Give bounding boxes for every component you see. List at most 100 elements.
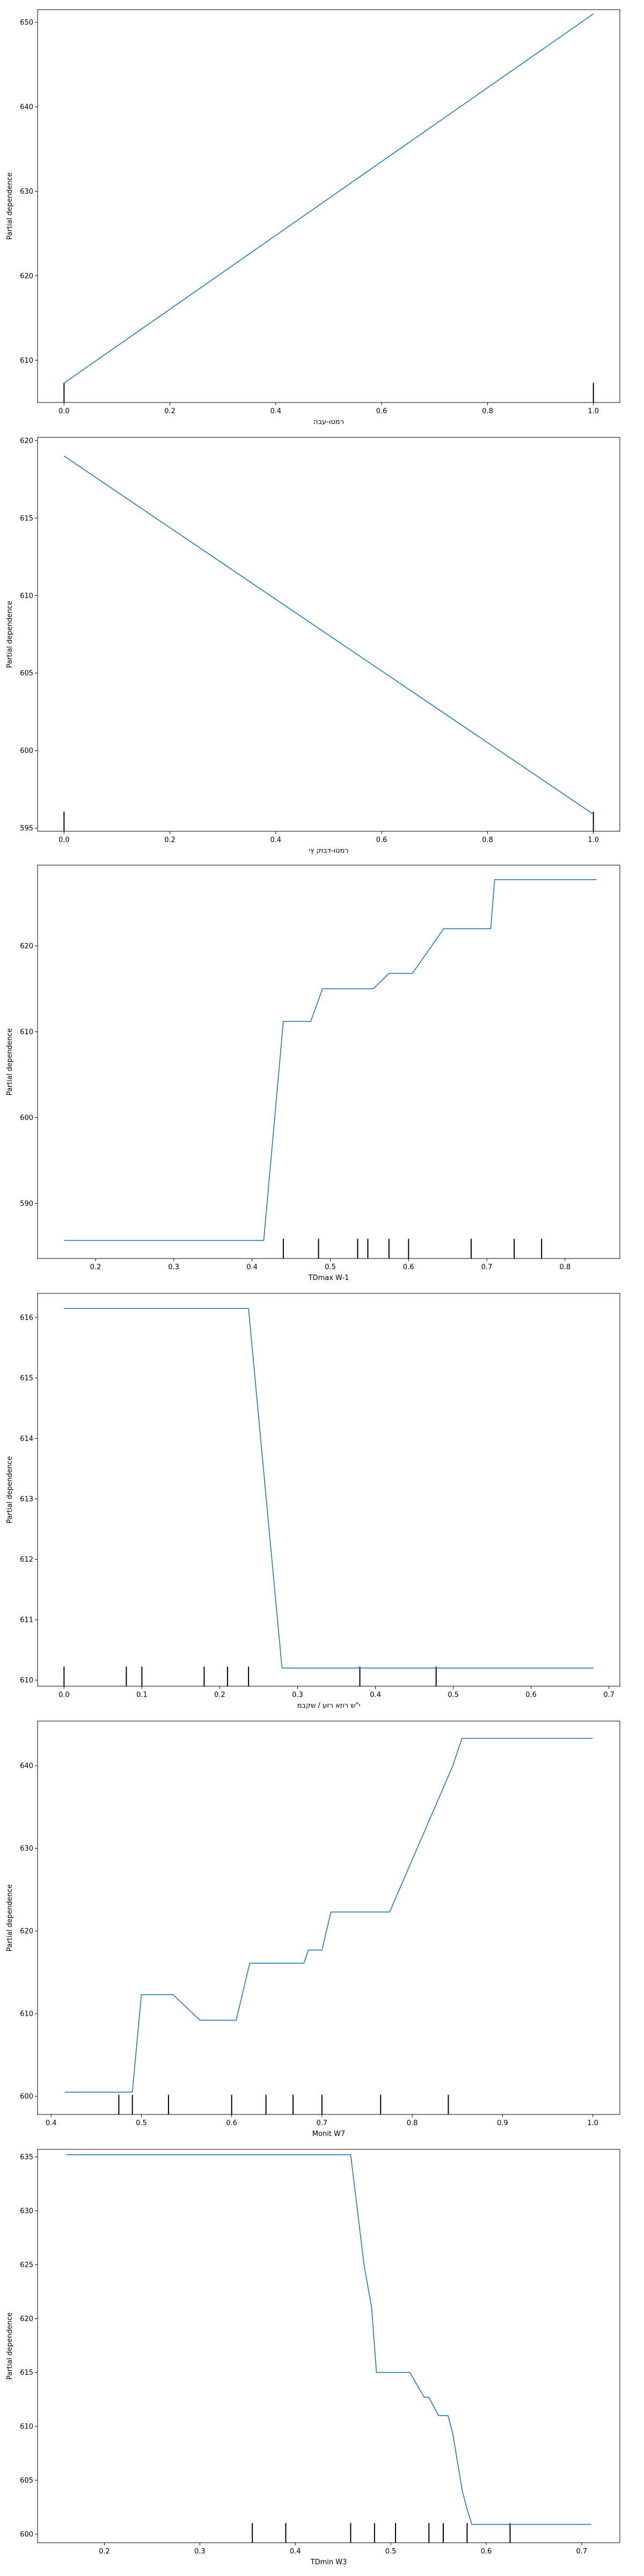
- x-tick-label: 0.8: [560, 1263, 571, 1271]
- y-tick-label: 612: [20, 1556, 33, 1564]
- pd-panel-4: 0.0 0.1 0.2 0.3 0.4 0.5 0.6 0.7 610 611 612 613 614 6…: [6, 1293, 620, 1710]
- y-tick-label: 614: [20, 1435, 33, 1443]
- y-axis-label: Partial dependence: [6, 1884, 14, 1951]
- y-tick-label: 610: [20, 357, 33, 365]
- y-tick-label: 630: [20, 1845, 33, 1853]
- y-tick-label: 615: [20, 2369, 33, 2377]
- y-tick-label: 610: [20, 2010, 33, 2018]
- y-tick-label: 630: [20, 188, 33, 196]
- x-tick-label: 0.3: [194, 2548, 206, 2556]
- x-axis-label: TDmin W3: [310, 2558, 347, 2566]
- x-tick-label: 0.7: [481, 1263, 493, 1271]
- y-tick-label: 620: [20, 437, 33, 445]
- y-tick-label: 600: [20, 2093, 33, 2101]
- x-axis-label: Monit W7: [312, 2130, 345, 2138]
- y-axis-label: Partial dependence: [6, 172, 14, 239]
- y-tick-label: 615: [20, 1374, 33, 1382]
- y-tick-label: 650: [20, 19, 33, 27]
- x-tick-label: 1.0: [588, 836, 599, 844]
- x-tick-label: 0.1: [136, 1691, 148, 1699]
- x-tick-label: 0.0: [58, 407, 70, 415]
- y-tick-label: 635: [20, 2154, 33, 2162]
- x-tick-label: 0.0: [58, 1691, 70, 1699]
- x-tick-label: 0.2: [164, 836, 175, 844]
- x-tick-label: 0.6: [376, 407, 387, 415]
- axes-frame: [37, 865, 620, 1259]
- x-axis-label: רמטו-עבה: [313, 418, 344, 426]
- x-tick-label: 0.4: [46, 2119, 57, 2127]
- y-axis-label: Partial dependence: [6, 1028, 14, 1095]
- x-tick-label: 0.7: [576, 2548, 588, 2556]
- axes-frame: [37, 2149, 620, 2543]
- x-tick-label: 0.8: [482, 836, 493, 844]
- x-tick-label: 0.4: [270, 407, 282, 415]
- x-tick-label: 0.6: [403, 1263, 414, 1271]
- axes-frame: [37, 1293, 620, 1687]
- y-tick-label: 620: [20, 272, 33, 280]
- x-axis-label: רמטו-דבוק ץי: [309, 847, 348, 855]
- x-tick-label: 0.0: [58, 836, 70, 844]
- y-tick-label: 610: [20, 1028, 33, 1036]
- x-tick-label: 0.6: [481, 2548, 492, 2556]
- x-tick-label: 0.2: [90, 1263, 101, 1271]
- pd-line: [63, 13, 594, 384]
- axes-frame: [37, 1721, 620, 2115]
- x-tick-label: 0.6: [525, 1691, 537, 1699]
- x-tick-label: 0.4: [270, 836, 282, 844]
- y-tick-label: 620: [20, 942, 33, 950]
- y-tick-label: 630: [20, 2207, 33, 2215]
- x-tick-label: 0.8: [482, 407, 493, 415]
- x-tick-label: 0.4: [246, 1263, 258, 1271]
- y-tick-label: 620: [20, 1928, 33, 1936]
- x-tick-label: 0.6: [226, 2119, 237, 2127]
- y-tick-label: 625: [20, 2261, 33, 2269]
- y-tick-label: 600: [20, 2530, 33, 2538]
- x-tick-label: 0.3: [292, 1691, 303, 1699]
- y-tick-label: 590: [20, 1200, 33, 1208]
- x-tick-label: 0.6: [376, 836, 387, 844]
- pd-panel-1: 0.0 0.2 0.4 0.6 0.8 1.0 610 620 630 640 650 רמטו-עב…: [6, 9, 620, 426]
- axes-frame: [37, 9, 620, 403]
- y-tick-label: 600: [20, 1114, 33, 1122]
- pd-line: [64, 1738, 593, 2093]
- x-tick-label: 0.4: [370, 1691, 381, 1699]
- x-tick-label: 0.7: [603, 1691, 614, 1699]
- y-tick-label: 611: [20, 1616, 33, 1624]
- pd-line: [64, 1308, 594, 1669]
- x-tick-label: 0.5: [325, 1263, 336, 1271]
- y-axis-label: Partial dependence: [6, 601, 14, 668]
- y-tick-label: 610: [20, 592, 33, 600]
- pd-line: [66, 2154, 591, 2525]
- y-tick-label: 595: [20, 825, 33, 833]
- x-tick-label: 0.2: [214, 1691, 225, 1699]
- x-tick-label: 1.0: [588, 407, 599, 415]
- x-tick-label: 0.7: [317, 2119, 328, 2127]
- y-tick-label: 640: [20, 104, 33, 112]
- pd-panel-3: 0.2 0.3 0.4 0.5 0.6 0.7 0.8 590 600 610 620 TDmax W…: [6, 865, 620, 1282]
- y-tick-label: 610: [20, 1677, 33, 1685]
- axes-frame: [37, 437, 620, 832]
- pd-panel-2: 0.0 0.2 0.4 0.6 0.8 1.0 595 600 605 610 615 620 רמטו…: [6, 437, 620, 855]
- y-tick-label: 600: [20, 747, 33, 755]
- y-tick-label: 616: [20, 1314, 33, 1322]
- x-tick-label: 0.5: [385, 2548, 397, 2556]
- y-tick-label: 605: [20, 670, 33, 678]
- x-tick-label: 0.9: [497, 2119, 508, 2127]
- x-tick-label: 0.5: [136, 2119, 147, 2127]
- pd-line: [63, 456, 594, 815]
- y-tick-label: 620: [20, 2315, 33, 2323]
- y-tick-label: 605: [20, 2477, 33, 2485]
- y-tick-label: 613: [20, 1495, 33, 1503]
- x-tick-label: 1.0: [587, 2119, 598, 2127]
- x-tick-label: 0.8: [407, 2119, 418, 2127]
- x-tick-label: 0.5: [448, 1691, 459, 1699]
- x-tick-label: 0.2: [99, 2548, 110, 2556]
- x-tick-label: 0.2: [164, 407, 175, 415]
- y-tick-label: 615: [20, 515, 33, 523]
- pd-panel-6: 0.2 0.3 0.4 0.5 0.6 0.7 600 605 610 615 620 625 630 6…: [6, 2149, 620, 2566]
- x-axis-label: י"ש רוזא רזע / שקבמ: [297, 1702, 361, 1710]
- x-tick-label: 0.4: [290, 2548, 301, 2556]
- x-tick-label: 0.3: [168, 1263, 179, 1271]
